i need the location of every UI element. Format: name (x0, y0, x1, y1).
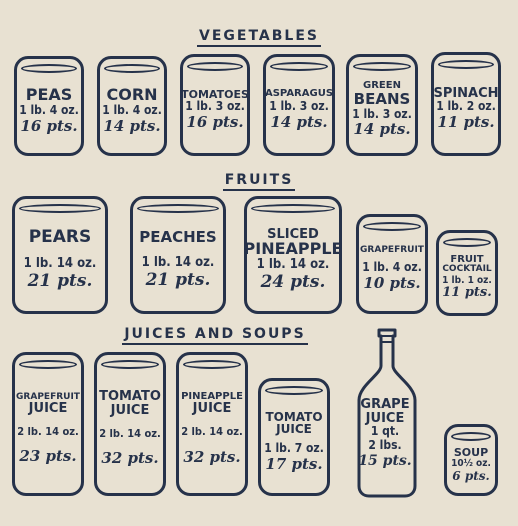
can-name-line1: GRAPEFRUIT (16, 391, 80, 402)
can-name: SOUP (453, 445, 489, 459)
can-peaches: PEACHES 1 lb. 14 oz. 21 pts. (130, 196, 226, 314)
section-title-text: JUICES AND SOUPS (122, 326, 308, 345)
can-name-line2: JUICE (28, 400, 68, 416)
can-name-line1: FRUIT (450, 253, 484, 265)
can-weight: 2 lb. 14 oz. (17, 424, 79, 438)
can-corn: CORN 1 lb. 4 oz. 14 pts. (97, 56, 167, 156)
can-name-line1: PINEAPPLE (181, 390, 243, 402)
can-points: 14 pts. (270, 112, 328, 131)
can-weight: 1 lb. 3 oz. (352, 106, 412, 121)
can-points: 32 pts. (101, 449, 159, 468)
can-name: PEACHES (139, 227, 217, 246)
can-name: GRAPEFRUIT (360, 244, 424, 255)
can-weight: 1 lb. 14 oz. (23, 255, 97, 271)
can-tomatoes: TOMATOES 1 lb. 3 oz. 16 pts. (180, 54, 250, 156)
can-grapefruit: GRAPEFRUIT 1 lb. 4 oz. 10 pts. (356, 214, 428, 314)
can-fruit-cocktail: FRUIT COCKTAIL 1 lb. 1 oz. 11 pts. (436, 230, 498, 316)
can-name: ASPARAGUS (264, 88, 334, 100)
bottle-name-line2: JUICE (365, 410, 405, 426)
can-name-line2: JUICE (276, 422, 312, 437)
can-weight: 1 lb. 14 oz. (141, 254, 215, 270)
can-points: 21 pts. (27, 270, 93, 291)
section-title-text: VEGETABLES (197, 28, 321, 47)
can-name-line2: BEANS (353, 89, 411, 108)
can-points: 10 pts. (363, 273, 421, 292)
can-weight: 1 lb. 2 oz. (436, 99, 496, 114)
can-name: PEARS (28, 226, 92, 247)
section-title-vegetables: VEGETABLES (0, 28, 518, 47)
can-points: 24 pts. (260, 271, 326, 292)
can-weight: 2 lb. 14 oz. (99, 426, 161, 440)
can-soup: SOUP 10½ oz. 6 pts. (444, 424, 498, 496)
can-green-beans: GREEN BEANS 1 lb. 3 oz. 14 pts. (346, 54, 418, 156)
can-name-line2: JUICE (192, 401, 232, 417)
can-asparagus: ASPARAGUS 1 lb. 3 oz. 14 pts. (263, 54, 335, 156)
can-weight: 1 lb. 1 oz. (442, 274, 492, 286)
bottle-label: GRAPE JUICE 1 qt. 2 lbs. 15 pts. (352, 398, 418, 469)
can-points: 21 pts. (145, 269, 211, 290)
can-points: 11 pts. (442, 285, 492, 301)
can-points: 6 pts. (452, 468, 490, 483)
can-weight: 1 lb. 4 oz. (362, 260, 422, 275)
can-name: PEAS (25, 85, 73, 105)
can-peas: PEAS 1 lb. 4 oz. 16 pts. (14, 56, 84, 156)
can-weight: 1 lb. 4 oz. (102, 102, 162, 117)
can-name-line2: PINEAPPLE (243, 239, 343, 259)
bottle-grape-juice (357, 328, 417, 498)
can-name: TOMATOES (181, 87, 249, 101)
section-title-fruits: FRUITS (0, 172, 518, 191)
can-pineapple-juice: PINEAPPLE JUICE 2 lb. 14 oz. 32 pts. (176, 352, 248, 496)
can-weight: 10½ oz. (451, 458, 491, 470)
can-weight: 1 lb. 3 oz. (269, 98, 329, 113)
bottle-name-line1: GRAPE (360, 397, 410, 412)
section-title-juices-soups: JUICES AND SOUPS (0, 326, 430, 345)
can-points: 16 pts. (20, 116, 78, 135)
bottle-volume: 1 qt. (370, 424, 400, 439)
can-name-line2: COCKTAIL (442, 264, 492, 275)
can-points: 14 pts. (353, 120, 411, 139)
can-points: 14 pts. (103, 116, 161, 135)
can-spinach: SPINACH 1 lb. 2 oz. 11 pts. (431, 52, 501, 156)
can-name-line1: GREEN (363, 80, 401, 92)
can-weight: 2 lb. 14 oz. (181, 425, 243, 439)
can-tomato-juice-small: TOMATO JUICE 1 lb. 7 oz. 17 pts. (258, 378, 330, 496)
can-points: 16 pts. (186, 113, 244, 132)
can-weight: 1 lb. 3 oz. (185, 99, 245, 114)
can-points: 23 pts. (19, 447, 77, 466)
can-name-line2: JUICE (110, 403, 150, 419)
can-name-line1: SLICED (267, 226, 319, 242)
can-points: 11 pts. (437, 113, 495, 132)
section-title-text: FRUITS (222, 172, 296, 191)
can-weight: 1 lb. 7 oz. (264, 441, 324, 456)
can-points: 32 pts. (183, 447, 241, 466)
bottle-points: 15 pts. (358, 452, 412, 469)
can-name-line1: TOMATO (265, 409, 323, 424)
can-name: SPINACH (433, 85, 499, 101)
bottle-weight: 2 lbs. (368, 438, 402, 453)
can-name: CORN (106, 85, 158, 105)
can-weight: 1 lb. 4 oz. (19, 102, 79, 117)
can-grapefruit-juice: GRAPEFRUIT JUICE 2 lb. 14 oz. 23 pts. (12, 352, 84, 496)
can-name-line1: TOMATO (99, 389, 161, 405)
can-weight: 1 lb. 14 oz. (256, 256, 330, 272)
can-pears: PEARS 1 lb. 14 oz. 21 pts. (12, 196, 108, 314)
can-points: 17 pts. (265, 454, 323, 473)
can-tomato-juice-large: TOMATO JUICE 2 lb. 14 oz. 32 pts. (94, 352, 166, 496)
can-sliced-pineapple: SLICED PINEAPPLE 1 lb. 14 oz. 24 pts. (244, 196, 342, 314)
